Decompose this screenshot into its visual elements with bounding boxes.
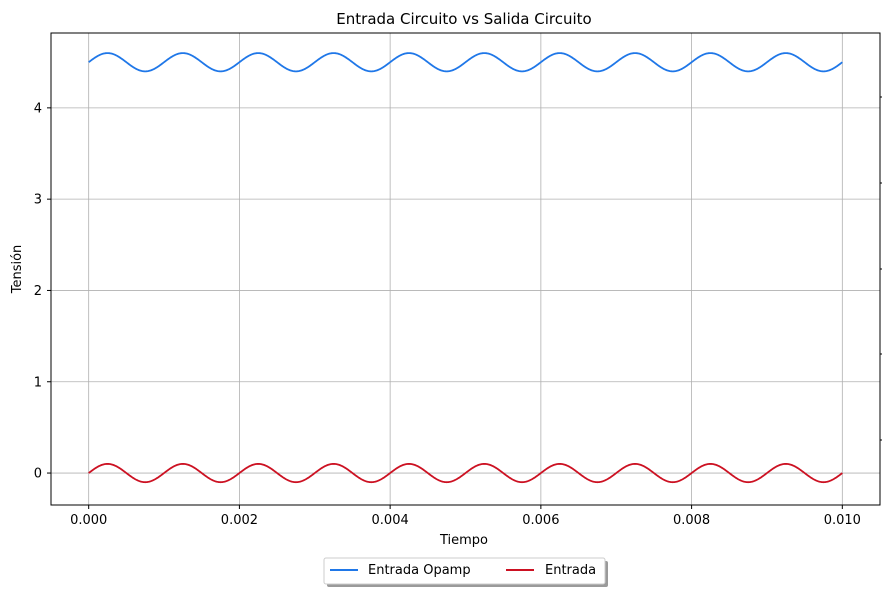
x-tick-label: 0.008 [673, 513, 710, 528]
legend-label-entrada: Entrada [545, 563, 596, 578]
x-tick-label: 0.000 [70, 513, 107, 528]
y-tick-label: 0 [34, 467, 42, 482]
plot-frame [50, 32, 881, 506]
y-tick-label: 3 [34, 193, 42, 208]
x-tick-label: 0.010 [824, 513, 861, 528]
y-tick-label: 2 [34, 284, 42, 299]
legend-box [323, 557, 606, 585]
chart-title: Entrada Circuito vs Salida Circuito [336, 10, 591, 28]
legend: Entrada Opamp Entrada [323, 557, 608, 587]
x-tick-label: 0.006 [522, 513, 559, 528]
x-tick-label: 0.002 [221, 513, 258, 528]
grid [51, 33, 880, 505]
x-tick-label: 0.004 [372, 513, 409, 528]
y-axis-label: Tensión [10, 245, 25, 295]
y-tick-label: 1 [34, 375, 42, 390]
x-axis-label: Tiempo [439, 533, 488, 548]
y-tick-label: 4 [34, 101, 42, 116]
y-axis-ticks: 0 1 2 3 4 [34, 101, 51, 482]
x-axis-ticks: 0.000 0.002 0.004 0.006 0.008 0.010 [70, 505, 861, 528]
series-line-entrada-opamp [88, 52, 843, 73]
series-layer [88, 52, 843, 484]
series-line-entrada [88, 463, 843, 484]
legend-label-entrada-opamp: Entrada Opamp [368, 563, 471, 578]
